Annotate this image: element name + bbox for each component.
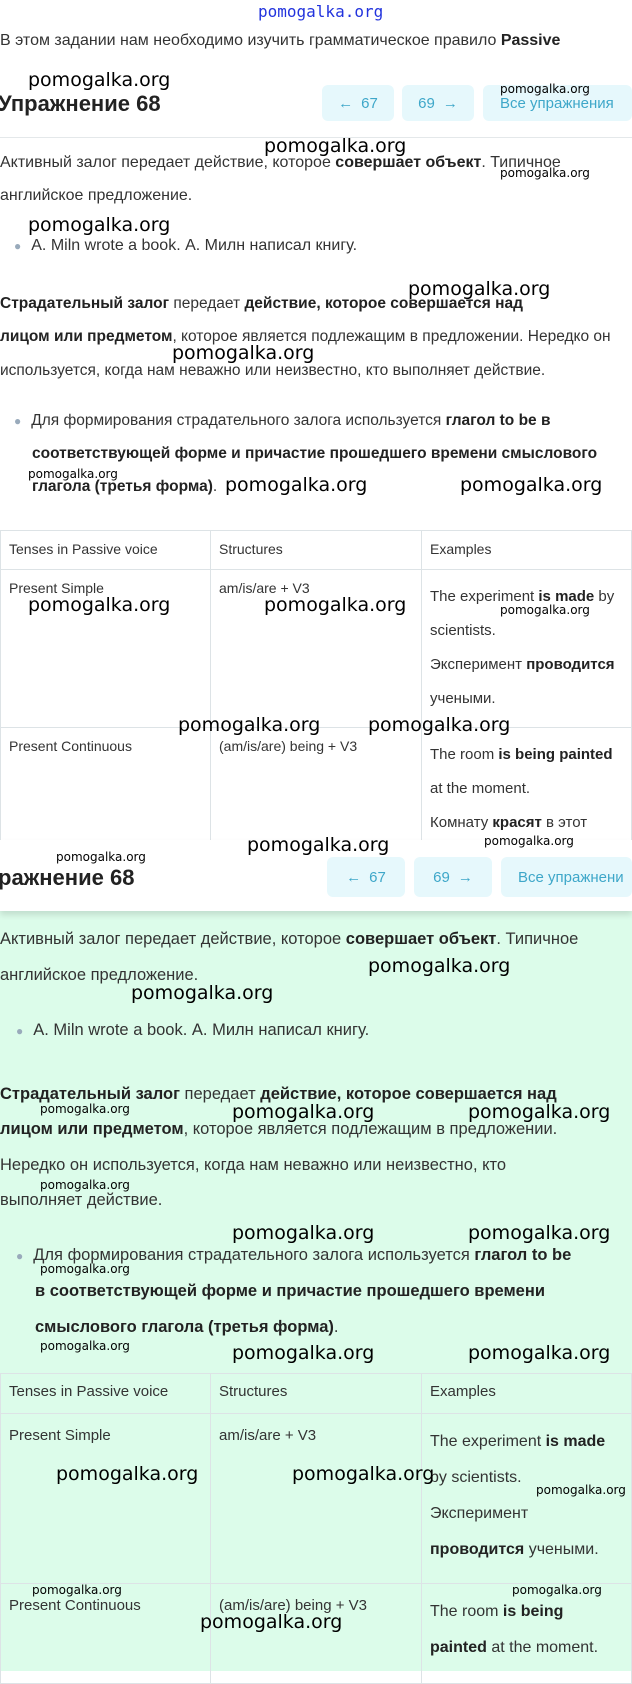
watermark: pomogalka.org xyxy=(232,1222,375,1244)
paragraph-active: Активный залог передает действие, которо… xyxy=(0,154,561,171)
watermark: pomogalka.org xyxy=(40,1102,130,1116)
watermark: pomogalka.org xyxy=(468,1342,611,1364)
passive-table: Tenses in Passive voice Structures Example… xyxy=(0,530,632,851)
prev-exercise-button[interactable]: ← 67 xyxy=(322,85,394,121)
watermark: pomogalka.org xyxy=(536,1483,626,1497)
list-item-cont: смыслового глагола (третья форма). xyxy=(35,1318,339,1336)
paragraph-passive-3: используется, когда нам неважно или неиз… xyxy=(0,362,546,379)
table-header: Tenses in Passive voice xyxy=(0,530,211,570)
watermark: pomogalka.org xyxy=(368,955,511,977)
paragraph-passive-3: Нередко он используется, когда нам неваж… xyxy=(0,1156,507,1174)
watermark: pomogalka.org xyxy=(32,1583,122,1597)
watermark: pomogalka.org xyxy=(200,1611,343,1633)
intro-text: В этом задании нам необходимо изучить гр… xyxy=(0,32,561,49)
page-title: Упражнение 68 xyxy=(0,91,161,116)
watermark: pomogalka.org xyxy=(292,1463,435,1485)
watermark: pomogalka.org xyxy=(368,714,511,736)
table-header: Structures xyxy=(210,530,422,570)
watermark: pomogalka.org xyxy=(56,1463,199,1485)
watermark: pomogalka.org xyxy=(500,82,590,96)
list-item-cont: в соответствующей форме и причастие прош… xyxy=(35,1282,545,1300)
arrow-left-icon: ← xyxy=(338,94,354,112)
divider xyxy=(0,137,632,138)
paragraph-active-2: английское предложение. xyxy=(0,187,193,204)
table-header: Structures xyxy=(210,1373,422,1414)
paragraph-passive-4: выполняет действие. xyxy=(0,1191,163,1209)
watermark: pomogalka.org xyxy=(468,1101,611,1123)
watermark: pomogalka.org xyxy=(28,594,171,616)
watermark: pomogalka.org xyxy=(178,714,321,736)
watermark: pomogalka.org xyxy=(484,834,574,848)
prev-exercise-button[interactable]: ← 67 xyxy=(327,857,405,897)
paragraph-active-2: английское предложение. xyxy=(0,966,199,984)
table-row: Present Simple am/is/are + V3 The experime… xyxy=(0,569,632,728)
watermark: pomogalka.org xyxy=(40,1339,130,1353)
paragraph-passive: Страдательный залог передает действие, к… xyxy=(0,1085,557,1103)
table-row: Present Continuous (am/is/are) being + V3… xyxy=(0,727,632,851)
arrow-right-icon: → xyxy=(442,94,458,112)
list-item: ● Для формирования страдательного залога … xyxy=(14,412,551,429)
watermark: pomogalka.org xyxy=(40,1178,130,1192)
watermark: pomogalka.org xyxy=(232,1101,375,1123)
watermark: pomogalka.org xyxy=(40,1262,130,1276)
watermark: pomogalka.org xyxy=(131,982,274,1004)
next-exercise-button[interactable]: 69 → xyxy=(402,85,474,121)
watermark: pomogalka.org xyxy=(56,850,146,864)
watermark: pomogalka.org xyxy=(28,69,171,91)
watermark: pomogalka.org xyxy=(512,1583,602,1597)
watermark: pomogalka.org xyxy=(408,278,551,300)
watermark: pomogalka.org xyxy=(28,467,118,481)
paragraph-active: Активный залог передает действие, которо… xyxy=(0,930,579,948)
paragraph-passive: Страдательный залог передает действие, к… xyxy=(0,295,523,312)
list-item-cont: соответствующей форме и причастие прошед… xyxy=(32,445,598,462)
watermark: pomogalka.org xyxy=(460,474,603,496)
watermark: pomogalka.org xyxy=(247,834,390,856)
table-row: Present Simple am/is/are + V3 The experime… xyxy=(0,1413,632,1584)
list-item-cont: глагола (третья форма). xyxy=(32,478,218,495)
watermark: pomogalka.org xyxy=(500,603,590,617)
page-title: ражнение 68 xyxy=(0,865,135,890)
arrow-left-icon: ← xyxy=(346,868,362,886)
watermark: pomogalka.org xyxy=(172,342,315,364)
list-item: ● A. Miln wrote a book. А. Милн написал к… xyxy=(14,237,358,254)
watermark: pomogalka.org xyxy=(264,135,407,157)
watermark: pomogalka.org xyxy=(258,2,384,21)
list-item: ● Для формирования страдательного залога … xyxy=(16,1246,572,1264)
watermark: pomogalka.org xyxy=(500,166,590,180)
watermark: pomogalka.org xyxy=(468,1222,611,1244)
table-header: Examples xyxy=(421,530,632,570)
watermark: pomogalka.org xyxy=(225,474,368,496)
paragraph-passive-2: лицом или предметом, которое является по… xyxy=(0,328,611,345)
table-row: Present Continuous (am/is/are) being + V3… xyxy=(0,1583,632,1684)
passive-table: Tenses in Passive voice Structures Example… xyxy=(0,1373,632,1684)
list-item: ● A. Miln wrote a book. А. Милн написал к… xyxy=(16,1021,370,1039)
watermark: pomogalka.org xyxy=(264,594,407,616)
watermark: pomogalka.org xyxy=(232,1342,375,1364)
table-header: Tenses in Passive voice xyxy=(0,1373,211,1414)
all-exercises-button[interactable]: Все упражнени xyxy=(501,857,632,897)
arrow-right-icon: → xyxy=(457,868,473,886)
all-exercises-button[interactable]: Все упражнения xyxy=(483,85,632,121)
next-exercise-button[interactable]: 69 → xyxy=(414,857,492,897)
table-header: Examples xyxy=(421,1373,632,1414)
paragraph-passive-2: лицом или предметом, которое является по… xyxy=(0,1120,558,1138)
watermark: pomogalka.org xyxy=(28,214,171,236)
